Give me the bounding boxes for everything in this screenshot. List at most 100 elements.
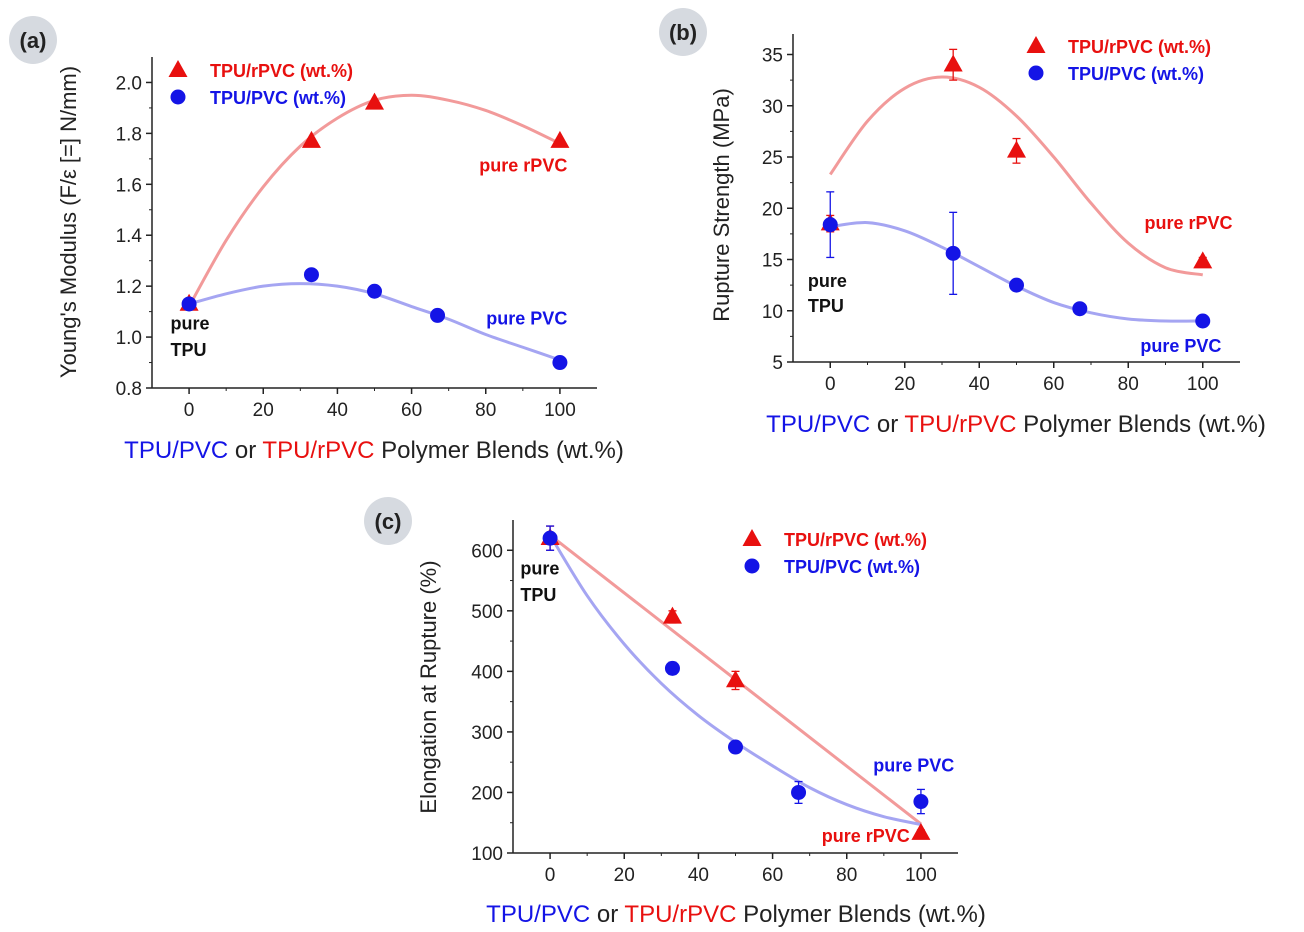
panel-b: (b) 0 20 40 60 80 100 5 10 15 20 25 30 35 TPU/rPVC (wt…: [659, 8, 1266, 438]
y-tick-label: 35: [762, 46, 783, 67]
data-point-pvc: [791, 784, 807, 800]
legend-label-pvc: TPU/PVC (wt.%): [210, 88, 346, 108]
x-tick-label: 100: [905, 865, 937, 886]
panel-label: (b): [669, 20, 697, 45]
panel-badge: [659, 8, 707, 56]
data-point-pvc: [367, 283, 382, 299]
y-tick-label: 1.4: [116, 226, 143, 247]
legend-marker-pvc: [170, 89, 186, 105]
x-tick-label: 100: [1187, 374, 1219, 395]
data-point-rpvc: [943, 54, 963, 72]
panel-badge: [364, 497, 412, 545]
annotation: pure: [808, 271, 847, 291]
x-axis-label-part: or: [590, 901, 624, 928]
panel-badge: [9, 16, 57, 64]
y-tick-label: 400: [471, 662, 503, 683]
y-tick-label: 10: [762, 302, 783, 323]
x-tick-label: 40: [688, 865, 709, 886]
x-tick-label: 60: [1043, 374, 1064, 395]
data-point-rpvc: [301, 130, 321, 148]
x-axis-label-part: TPU/rPVC: [904, 411, 1016, 438]
x-axis-label-part: Polymer Blends (wt.%): [374, 437, 623, 464]
y-tick-label: 1.8: [116, 124, 142, 145]
x-axis-label-part: or: [228, 437, 262, 464]
annotation: TPU: [808, 296, 844, 316]
y-tick-label: 5: [772, 353, 783, 374]
data-point-pvc: [542, 530, 558, 546]
x-tick-label: 60: [401, 400, 422, 421]
panel-a: (a) 0 20 40 60 80 100 0.8 1.0 1.2 1.4 1.6 1.8 2.0 TPU/…: [9, 16, 624, 464]
y-tick-label: 1.2: [116, 277, 142, 298]
x-tick-label: 80: [1118, 374, 1139, 395]
y-axis-label: Rupture Strength (MPa): [709, 88, 734, 322]
y-tick-label: 300: [471, 723, 503, 744]
y-tick-label: 600: [471, 541, 503, 562]
x-tick-label: 40: [327, 400, 348, 421]
x-tick-label: 0: [545, 865, 556, 886]
annotation: pure PVC: [1140, 336, 1221, 356]
data-point-rpvc: [662, 606, 682, 624]
y-tick-label: 20: [762, 199, 783, 220]
panel-label: (c): [375, 509, 402, 534]
data-point-rpvc: [550, 130, 570, 148]
x-tick-label: 0: [825, 374, 836, 395]
y-tick-label: 1.6: [116, 175, 142, 196]
y-tick-label: 100: [471, 844, 503, 865]
data-point-pvc: [1009, 277, 1024, 293]
x-axis-label-part: TPU/PVC: [486, 901, 590, 928]
y-axis-label: Young's Modulus (F/ε [=] N/mm): [56, 66, 81, 378]
legend-label-rpvc: TPU/rPVC (wt.%): [210, 61, 353, 81]
legend-label-rpvc: TPU/rPVC (wt.%): [1068, 37, 1211, 57]
data-point-pvc: [303, 267, 319, 283]
legend-label-pvc: TPU/PVC (wt.%): [1068, 64, 1204, 84]
data-point-rpvc: [1007, 140, 1026, 158]
legend-label-pvc: TPU/PVC (wt.%): [784, 557, 920, 577]
annotation: pure rPVC: [1145, 213, 1233, 233]
data-point-pvc: [913, 794, 929, 810]
x-axis-label: TPU/PVC or TPU/rPVC Polymer Blends (wt.%…: [124, 437, 624, 464]
annotation: TPU: [520, 585, 556, 605]
x-tick-label: 20: [253, 400, 274, 421]
x-tick-label: 100: [544, 400, 576, 421]
x-axis-label-part: Polymer Blends (wt.%): [736, 901, 985, 928]
data-point-pvc: [1072, 301, 1088, 317]
annotation: pure rPVC: [822, 826, 910, 846]
panel-c: (c) 0 20 40 60 80 100 100 200 300 400 500 600 TPU/rPV…: [364, 497, 986, 928]
x-axis-label-part: Polymer Blends (wt.%): [1016, 411, 1265, 438]
y-tick-label: 30: [762, 97, 783, 118]
data-point-pvc: [181, 296, 197, 312]
x-axis-label: TPU/PVC or TPU/rPVC Polymer Blends (wt.%…: [486, 901, 986, 928]
legend-marker-pvc: [1028, 65, 1044, 81]
data-point-pvc: [430, 307, 446, 323]
legend-marker-rpvc: [742, 529, 762, 546]
annotation: pure PVC: [873, 755, 954, 775]
x-tick-label: 80: [836, 865, 857, 886]
x-axis-label-part: TPU/PVC: [124, 437, 228, 464]
legend-marker-rpvc: [168, 60, 188, 77]
x-axis-label: TPU/PVC or TPU/rPVC Polymer Blends (wt.%…: [766, 411, 1266, 438]
legend-marker-pvc: [744, 558, 760, 574]
annotation: pure rPVC: [479, 156, 567, 176]
data-point-pvc: [945, 245, 961, 261]
fit-curve-pvc: [830, 221, 1203, 323]
y-tick-label: 2.0: [116, 73, 142, 94]
panel-label: (a): [20, 28, 47, 53]
y-tick-label: 1.0: [116, 328, 142, 349]
data-point-rpvc: [1193, 251, 1213, 269]
fit-curve-rpvc: [829, 75, 1204, 277]
annotation: TPU: [171, 340, 207, 360]
x-tick-label: 20: [614, 865, 635, 886]
data-point-rpvc: [365, 92, 384, 110]
x-axis-label-part: or: [870, 411, 904, 438]
data-point-pvc: [1195, 313, 1211, 329]
y-tick-label: 25: [762, 148, 783, 169]
fit-curve-rpvc: [187, 93, 561, 308]
x-axis-label-part: TPU/rPVC: [262, 437, 374, 464]
data-point-rpvc: [726, 670, 745, 688]
annotation: pure PVC: [486, 308, 567, 328]
x-tick-label: 20: [894, 374, 915, 395]
data-point-pvc: [664, 660, 680, 676]
x-tick-label: 80: [475, 400, 496, 421]
x-tick-label: 40: [969, 374, 990, 395]
